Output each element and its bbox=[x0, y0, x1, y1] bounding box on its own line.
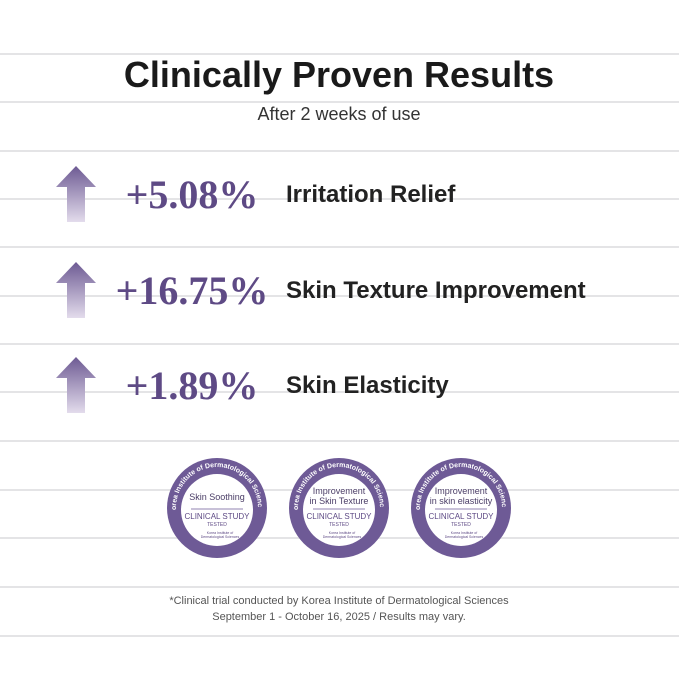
footnote: *Clinical trial conducted by Korea Insti… bbox=[169, 595, 509, 607]
badge-institute: Dermatological Sciences bbox=[323, 535, 362, 539]
result-value: +16.75% bbox=[116, 268, 269, 313]
result-label: Skin Elasticity bbox=[286, 372, 449, 399]
badge-inner bbox=[181, 474, 253, 546]
badge-study: CLINICAL STUDY bbox=[428, 512, 494, 521]
subtitle: After 2 weeks of use bbox=[257, 104, 420, 124]
arrow-icon bbox=[56, 166, 96, 222]
arrow-icon bbox=[56, 357, 96, 413]
badge-institute: Korea Institute of bbox=[207, 531, 233, 535]
badge-title: Skin Soothing bbox=[189, 492, 245, 502]
badge-tested: TESTED bbox=[329, 522, 349, 528]
result-label: Irritation Relief bbox=[286, 181, 456, 208]
background-lines bbox=[0, 53, 679, 637]
badge-title: Improvement bbox=[313, 486, 366, 496]
badge-title: in skin elasticity bbox=[430, 496, 493, 506]
result-value: +5.08% bbox=[126, 172, 259, 217]
title-backdrop bbox=[0, 56, 679, 100]
badge-institute: Korea Institute of bbox=[329, 531, 355, 535]
badge-tested: TESTED bbox=[451, 522, 471, 528]
result-label: Skin Texture Improvement bbox=[286, 277, 586, 304]
footnote: September 1 - October 16, 2025 / Results… bbox=[212, 611, 466, 623]
badge-institute: Dermatological Sciences bbox=[201, 535, 240, 539]
results: +5.08% Irritation Relief +16.75% Skin Textu… bbox=[56, 166, 586, 413]
result-value: +1.89% bbox=[126, 363, 259, 408]
badge-institute: Dermatological Sciences bbox=[445, 535, 484, 539]
badge-inner bbox=[303, 474, 375, 546]
badge-tested: TESTED bbox=[207, 522, 227, 528]
badge-inner bbox=[425, 474, 497, 546]
title: Clinically Proven Results bbox=[124, 54, 554, 95]
arrow-icon bbox=[56, 262, 96, 318]
badge-institute: Korea Institute of bbox=[451, 531, 477, 535]
badge-title: Improvement bbox=[435, 486, 488, 496]
badge-title: in Skin Texture bbox=[310, 496, 369, 506]
badge-study: CLINICAL STUDY bbox=[184, 512, 250, 521]
badge-study: CLINICAL STUDY bbox=[306, 512, 372, 521]
